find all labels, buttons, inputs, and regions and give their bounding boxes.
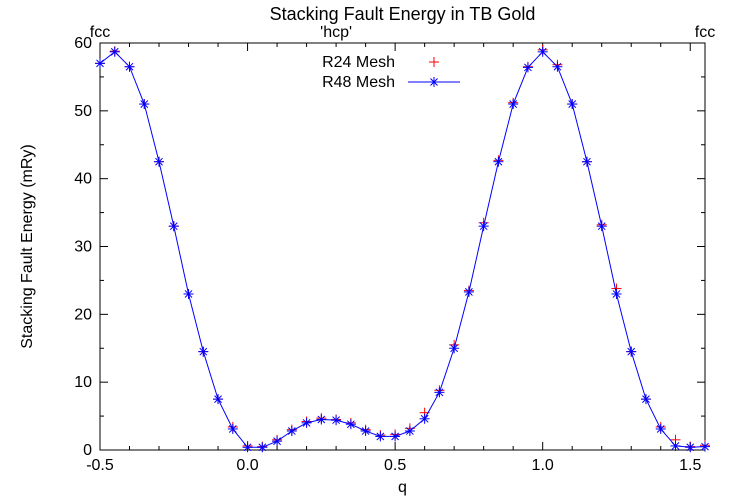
chart-svg: -0.50.00.51.01.50102030405060Stacking Fa… [0, 0, 731, 504]
chart-container: -0.50.00.51.01.50102030405060Stacking Fa… [0, 0, 731, 504]
ytick-label: 0 [83, 442, 92, 459]
xtick-label: 0.0 [236, 457, 258, 474]
xtick-label: 1.5 [679, 457, 701, 474]
ytick-label: 30 [74, 239, 92, 256]
legend-label: R48 Mesh [322, 74, 395, 91]
xtick-label: 0.5 [384, 457, 406, 474]
top-axis-label: fcc [90, 24, 110, 41]
series-r48-mesh [95, 47, 710, 452]
y-axis-label: Stacking Fault Energy (mRy) [19, 144, 36, 349]
top-axis-label: 'hcp' [320, 24, 352, 41]
chart-title: Stacking Fault Energy in TB Gold [270, 4, 536, 24]
top-axis-label: fcc [695, 24, 715, 41]
x-axis-label: q [398, 479, 407, 496]
ytick-label: 40 [74, 171, 92, 188]
ytick-label: 10 [74, 374, 92, 391]
plot-border [100, 43, 705, 450]
xtick-label: -0.5 [86, 457, 114, 474]
ytick-label: 50 [74, 103, 92, 120]
legend: R24 Mesh R48 Mesh [322, 54, 460, 91]
xtick-label: 1.0 [532, 457, 554, 474]
ytick-label: 20 [74, 306, 92, 323]
series-r24-mesh [95, 45, 710, 452]
legend-label: R24 Mesh [322, 54, 395, 71]
series-line [100, 52, 705, 447]
